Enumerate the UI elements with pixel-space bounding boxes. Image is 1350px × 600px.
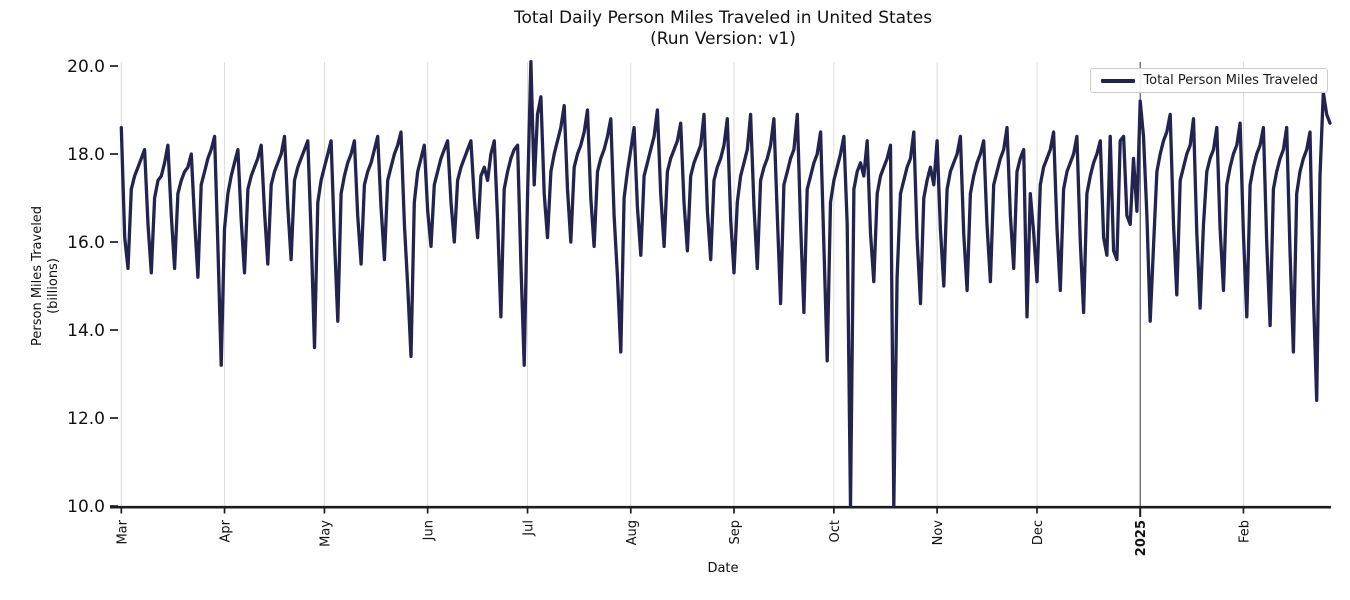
x-tick-label: Aug [625, 520, 640, 545]
x-tick-label: Oct [828, 520, 843, 542]
x-axis-label: Date [707, 561, 739, 576]
legend-line-swatch [1101, 78, 1136, 83]
y-tick-label: 18.0 [67, 145, 105, 165]
x-tick-label: Feb [1237, 520, 1252, 543]
y-tick-label: 10.0 [67, 497, 105, 517]
x-tick-label: Apr [219, 519, 234, 542]
series-line [119, 59, 1332, 508]
legend-label: Total Person Miles Traveled [1143, 73, 1318, 88]
x-tick-label: Sep [728, 520, 743, 545]
y-tick-label: 16.0 [67, 233, 105, 253]
x-tick-label: Mar [115, 519, 130, 544]
legend: Total Person Miles Traveled [1090, 68, 1328, 93]
x-tick-label: 2025 [1134, 520, 1149, 556]
chart-title-block: Total Daily Person Miles Traveled in Uni… [96, 8, 1350, 50]
chart-title: Total Daily Person Miles Traveled in Uni… [513, 8, 933, 28]
x-tick-label: Nov [931, 520, 946, 546]
x-tick-label: Dec [1031, 520, 1046, 545]
x-tick-label: Jul [522, 520, 537, 537]
chart-subtitle: (Run Version: v1) [650, 29, 796, 49]
y-tick-label: 12.0 [67, 409, 105, 429]
y-tick-label: 20.0 [67, 57, 105, 77]
y-tick-label: 14.0 [67, 321, 105, 341]
x-tick-label: May [318, 520, 333, 547]
x-tick-label: Jun [422, 520, 437, 541]
